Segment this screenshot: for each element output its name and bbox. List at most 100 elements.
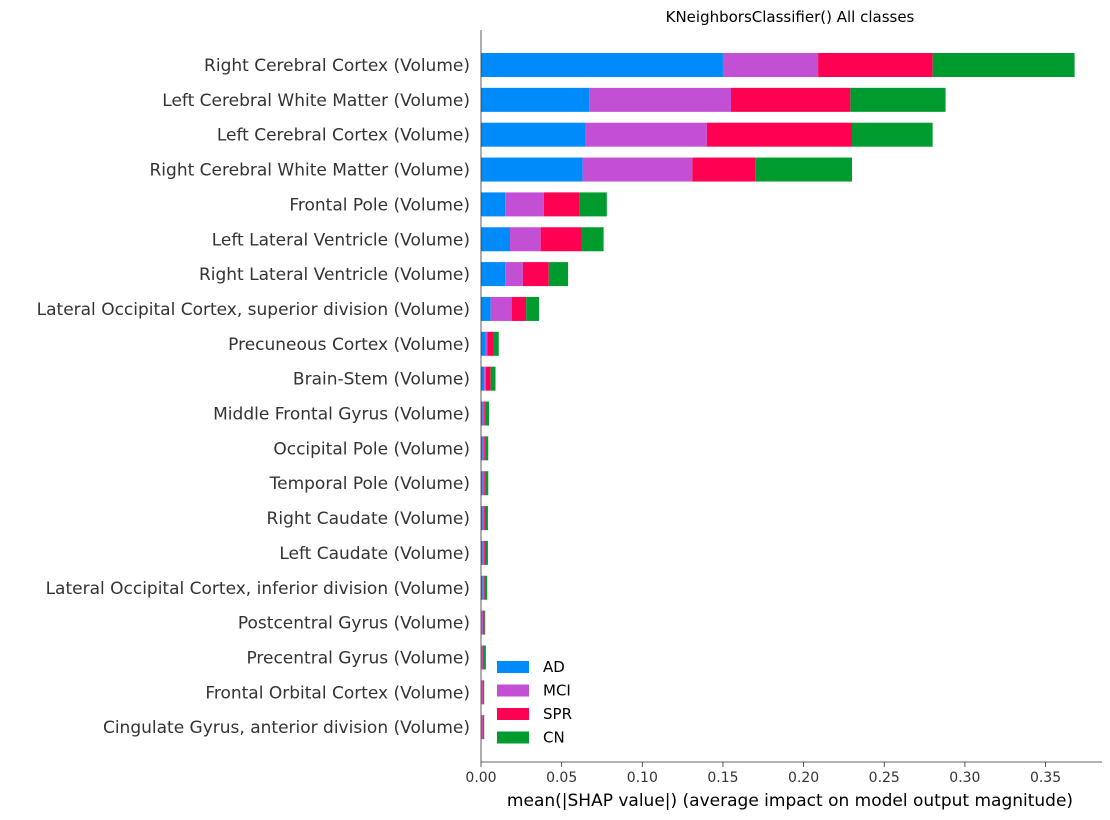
- bar-segment-spr: [487, 331, 494, 356]
- bar-segment-spr: [482, 645, 484, 670]
- legend-swatch-cn: [497, 731, 529, 744]
- bar-segment-ad: [481, 610, 482, 635]
- bar-segment-cn: [490, 366, 496, 391]
- bar-segment-spr: [511, 296, 527, 321]
- bar-segment-ad: [481, 680, 482, 705]
- bar-segment-cn: [485, 471, 489, 496]
- bar-segment-cn: [548, 262, 569, 287]
- bar-segment-ad: [481, 227, 511, 252]
- legend-swatch-spr: [497, 708, 529, 720]
- bar-segment-mci: [505, 262, 523, 287]
- bar-segment-spr: [483, 610, 485, 635]
- bar-segment-mci: [505, 192, 544, 217]
- category-label: Postcentral Gyrus (Volume): [238, 614, 470, 634]
- x-tick-label: 0.25: [869, 770, 900, 786]
- bar-segment-ad: [481, 575, 483, 600]
- legend-label-spr: SPR: [543, 705, 572, 723]
- x-tick-label: 0.20: [788, 770, 819, 786]
- category-label: Precentral Gyrus (Volume): [246, 648, 470, 668]
- bar-segment-mci: [481, 680, 483, 705]
- bar-segment-mci: [484, 366, 486, 391]
- bar-segment-ad: [481, 471, 483, 496]
- x-tick-label: 0.00: [465, 770, 496, 786]
- bar-segment-cn: [485, 401, 490, 426]
- bar-segment-spr: [818, 53, 933, 77]
- x-tick-label: 0.30: [949, 770, 980, 786]
- bar-segment-mci: [482, 436, 485, 461]
- bar-segment-ad: [481, 401, 483, 426]
- category-label: Left Caudate (Volume): [279, 544, 470, 564]
- bar-segment-mci: [582, 157, 693, 182]
- x-ticks-group: 0.00 0.05 0.10 0.15 0.20 0.25 0.30 0.35: [465, 762, 1061, 786]
- bar-segment-ad: [481, 87, 590, 112]
- bar-segment-mci: [481, 610, 484, 635]
- bar-segment-mci: [510, 227, 541, 252]
- legend-label-mci: MCI: [543, 682, 571, 700]
- bars-group: [481, 53, 1075, 740]
- x-tick-label: 0.15: [707, 770, 738, 786]
- bar-segment-cn: [485, 436, 489, 461]
- bar-segment-cn: [483, 645, 486, 670]
- bar-segment-ad: [481, 645, 482, 670]
- category-label: Left Cerebral Cortex (Volume): [217, 126, 470, 146]
- category-label: Lateral Occipital Cortex, inferior divis…: [46, 579, 470, 599]
- category-label: Occipital Pole (Volume): [273, 439, 470, 459]
- bar-segment-cn: [851, 122, 933, 147]
- legend: AD MCI SPR CN: [497, 658, 572, 747]
- category-label: Lateral Occipital Cortex, superior divis…: [37, 300, 470, 320]
- bar-segment-ad: [481, 331, 486, 356]
- bar-segment-mci: [589, 87, 732, 112]
- bar-segment-cn: [850, 87, 946, 112]
- bar-segment-cn: [579, 192, 607, 217]
- category-label: Precuneous Cortex (Volume): [228, 335, 470, 355]
- bar-segment-spr: [692, 157, 756, 182]
- category-label: Left Cerebral White Matter (Volume): [162, 91, 470, 111]
- bar-segment-mci: [481, 715, 483, 740]
- category-labels-group: Right Cerebral Cortex (Volume) Left Cereb…: [37, 56, 470, 738]
- bar-segment-cn: [526, 296, 540, 321]
- category-label: Brain-Stem (Volume): [293, 370, 470, 390]
- bar-segment-ad: [481, 506, 483, 531]
- bar-segment-cn: [581, 227, 604, 252]
- legend-swatch-mci: [497, 684, 529, 697]
- bar-segment-ad: [481, 296, 491, 321]
- bar-segment-mci: [490, 296, 512, 321]
- x-tick-label: 0.35: [1030, 770, 1061, 786]
- bar-segment-spr: [731, 87, 851, 112]
- bar-segment-spr: [706, 122, 852, 147]
- bar-segment-mci: [485, 331, 488, 356]
- bar-segment-ad: [481, 366, 485, 391]
- category-label: Right Lateral Ventricle (Volume): [199, 265, 470, 285]
- bar-segment-cn: [484, 610, 486, 635]
- bar-segment-mci: [482, 540, 485, 565]
- bar-segment-cn: [493, 331, 499, 356]
- bar-segment-spr: [540, 227, 582, 252]
- x-tick-label: 0.10: [627, 770, 658, 786]
- category-label: Middle Frontal Gyrus (Volume): [213, 405, 470, 425]
- category-label: Cingulate Gyrus, anterior division (Volu…: [103, 718, 470, 738]
- bar-segment-cn: [483, 680, 485, 705]
- bar-segment-mci: [482, 506, 485, 531]
- chart-title: KNeighborsClassifier() All classes: [666, 8, 915, 26]
- bar-segment-spr: [484, 471, 486, 496]
- x-tick-label: 0.05: [546, 770, 577, 786]
- bar-segment-spr: [522, 262, 549, 287]
- bar-segment-spr: [483, 575, 485, 600]
- bar-segment-cn: [932, 53, 1075, 77]
- bar-segment-spr: [484, 506, 486, 531]
- bar-segment-ad: [481, 715, 482, 740]
- bar-segment-ad: [481, 157, 583, 182]
- bar-segment-ad: [481, 53, 723, 77]
- bar-segment-spr: [482, 715, 484, 740]
- category-label: Right Cerebral White Matter (Volume): [150, 161, 471, 181]
- bar-segment-mci: [585, 122, 707, 147]
- bar-segment-cn: [755, 157, 852, 182]
- legend-label-ad: AD: [543, 658, 565, 676]
- bar-segment-ad: [481, 122, 586, 147]
- bar-segment-ad: [481, 540, 483, 565]
- legend-label-cn: CN: [543, 729, 565, 747]
- bar-segment-spr: [543, 192, 580, 217]
- bar-segment-spr: [485, 366, 491, 391]
- category-label: Temporal Pole (Volume): [269, 474, 470, 494]
